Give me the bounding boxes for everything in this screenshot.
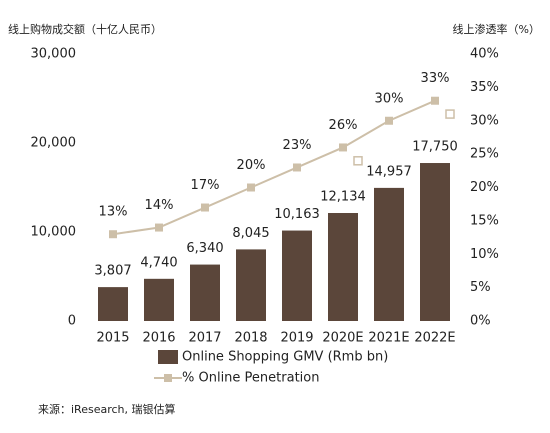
y2-tick-label: 35% (470, 80, 499, 95)
line-value-label: 26% (329, 118, 358, 133)
bar-value-label: 12,134 (320, 190, 366, 205)
x-tick-label: 2018 (234, 331, 267, 346)
legend-label: Online Shopping GMV (Rmb bn) (182, 350, 388, 365)
bar-value-label: 4,740 (140, 255, 177, 270)
bar (98, 287, 128, 321)
y2-tick-label: 5% (470, 280, 491, 295)
legend-swatch (158, 350, 178, 364)
line-marker (201, 203, 209, 212)
line (112, 99, 436, 236)
x-tick-label: 2017 (188, 331, 221, 346)
line-value-label: 33% (421, 71, 450, 86)
bar-value-label: 8,045 (232, 226, 269, 241)
legend-label: % Online Penetration (182, 371, 319, 386)
bar-value-label: 10,163 (274, 207, 320, 222)
y2-tick-label: 10% (470, 247, 499, 262)
line-marker (385, 116, 393, 125)
line-marker (431, 96, 439, 105)
y-tick-label: 20,000 (31, 136, 77, 151)
y2-tick-label: 40% (470, 47, 499, 62)
bar-value-label: 14,957 (366, 164, 412, 179)
scatter-marker (353, 156, 363, 166)
bar (374, 187, 404, 321)
bar-value-label: 17,750 (412, 140, 458, 155)
y2-tick-label: 30% (470, 113, 499, 128)
chart-title: 线上购物成交额（十亿人民币） (8, 22, 162, 36)
x-tick-label: 2020E (322, 331, 363, 346)
line-value-label: 20% (237, 158, 266, 173)
line-marker (339, 143, 347, 152)
bar (144, 278, 174, 321)
bar (236, 249, 266, 321)
line-value-label: 30% (375, 91, 404, 106)
line-marker (247, 183, 255, 192)
line-marker (293, 163, 301, 172)
x-tick-label: 2016 (142, 331, 175, 346)
y2-tick-label: 25% (470, 147, 499, 162)
line-value-label: 23% (283, 138, 312, 153)
line-marker (109, 230, 117, 239)
y2-tick-label: 15% (470, 213, 499, 228)
line-value-label: 13% (99, 205, 128, 220)
bar (328, 213, 358, 321)
scatter-marker (445, 109, 455, 119)
x-tick-label: 2019 (280, 331, 313, 346)
x-tick-label: 2022E (414, 331, 455, 346)
line-marker (155, 223, 163, 232)
y-tick-label: 10,000 (31, 225, 77, 240)
source: 来源：iResearch, 瑞银估算 (38, 402, 176, 416)
x-tick-label: 2021E (368, 331, 409, 346)
y-tick-label: 0 (68, 314, 76, 329)
line-value-label: 14% (145, 198, 174, 213)
y2-tick-label: 0% (470, 314, 491, 329)
bar-value-label: 6,340 (186, 241, 223, 256)
bar (420, 163, 450, 321)
bar-value-label: 3,807 (94, 264, 131, 279)
bar (190, 264, 220, 321)
line-value-label: 17% (191, 178, 220, 193)
x-tick-label: 2015 (96, 331, 129, 346)
y2-tick-label: 20% (470, 180, 499, 195)
y2-title: 线上渗透率（%） (453, 22, 540, 36)
y-tick-label: 30,000 (31, 47, 77, 62)
bar (282, 230, 312, 321)
legend-swatch (164, 374, 172, 382)
